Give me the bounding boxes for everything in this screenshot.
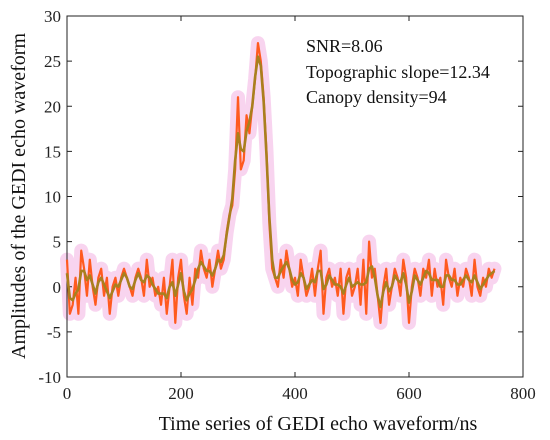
y-tick-label: -10 — [38, 368, 61, 387]
plot-axes — [66, 15, 524, 378]
x-axis-title: Time series of GEDI echo waveform/ns — [159, 413, 478, 435]
y-tick-label: 10 — [44, 188, 61, 207]
y-axis-title: Amplitudes of the GEDI echo waveform — [8, 33, 30, 359]
tick-labels: 0 200 400 600 800 -10 -5 0 5 10 15 20 25 30 — [38, 7, 535, 403]
y-tick-label: 30 — [44, 7, 61, 26]
annotation-snr: SNR=8.06 — [306, 36, 383, 56]
y-tick-label: -5 — [47, 323, 61, 342]
x-tick-label: 200 — [168, 384, 194, 403]
y-tick-label: 20 — [44, 97, 61, 116]
y-tick-label: 15 — [44, 142, 61, 161]
annotation-topographic-slope: Topographic slope=12.34 — [306, 62, 490, 82]
x-tick-label: 400 — [282, 384, 308, 403]
y-tick-label: 5 — [53, 233, 62, 252]
x-tick-label: 800 — [510, 384, 536, 403]
x-tick-label: 0 — [63, 384, 72, 403]
y-tick-label: 25 — [44, 52, 61, 71]
y-tick-label: 0 — [53, 278, 62, 297]
waveform-raw-line — [65, 41, 496, 324]
annotation-canopy-density: Canopy density=94 — [306, 87, 447, 107]
waveform-smoothed-line — [65, 55, 496, 309]
x-tick-label: 600 — [396, 384, 422, 403]
waveform-lines — [65, 41, 496, 324]
